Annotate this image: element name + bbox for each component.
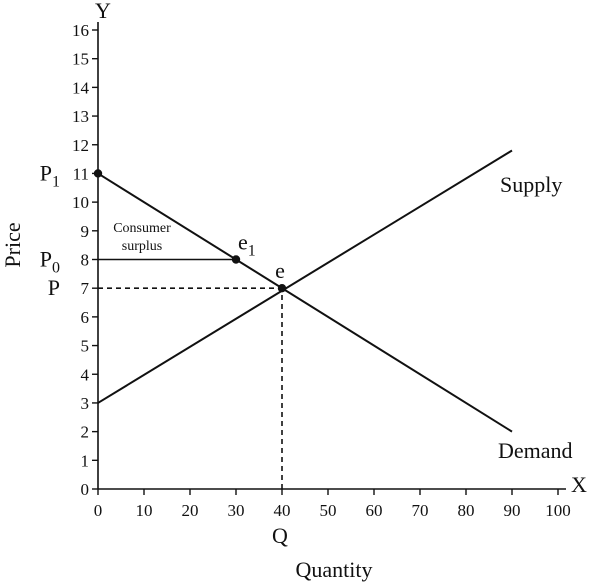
y-tick-label-13: 13: [72, 107, 89, 126]
y-tick-label-15: 15: [72, 50, 89, 69]
x-tick-label-90: 90: [504, 501, 521, 520]
demand-label: Demand: [498, 438, 573, 463]
consumer-surplus-label-2: surplus: [122, 239, 162, 254]
y-tick-label-1: 1: [81, 451, 90, 470]
plot-lines: [93, 149, 513, 489]
demand-curve: [97, 172, 513, 433]
price-label-p0: P0: [40, 247, 60, 277]
x-tick-label-80: 80: [458, 501, 475, 520]
y-tick-label-4: 4: [81, 365, 90, 384]
x-tick-label-0: 0: [94, 501, 103, 520]
x-tick-label-20: 20: [182, 501, 199, 520]
y-tick-label-6: 6: [81, 308, 90, 327]
y-tick-label-11: 11: [73, 164, 89, 183]
x-tick-label-50: 50: [320, 501, 337, 520]
x-tick-label-10: 10: [136, 501, 153, 520]
consumer-surplus-label-1: Consumer: [113, 221, 171, 236]
point-e: [277, 283, 287, 293]
y-tick-label-0: 0: [81, 480, 90, 499]
point-label-e: e: [275, 258, 285, 283]
price-label-p1: P1: [40, 160, 60, 190]
y-tick-label-5: 5: [81, 337, 90, 356]
y-tick-label-10: 10: [72, 193, 89, 212]
x-tick-label-60: 60: [366, 501, 383, 520]
point-label-e1: e1: [238, 230, 256, 260]
labels: P0P Q Supply Demand P1 e1 e Consumer surplus: [40, 160, 573, 548]
y-axis-letter: Y: [95, 0, 111, 23]
y-axis-title: Price: [0, 222, 25, 267]
x-axis-letter: X: [571, 472, 587, 497]
y-tick-label-9: 9: [81, 222, 90, 241]
x-tick-label-70: 70: [412, 501, 429, 520]
point-p1: [93, 169, 103, 178]
price-label-p: P: [48, 275, 60, 300]
y-tick-label-3: 3: [81, 394, 90, 413]
quantity-label-q: Q: [272, 523, 288, 548]
x-tick-label-100: 100: [545, 501, 571, 520]
y-tick-label-12: 12: [72, 136, 89, 155]
x-tick-label-40: 40: [274, 501, 291, 520]
y-tick-label-8: 8: [81, 251, 90, 270]
point-e1: [231, 255, 241, 264]
supply-curve: [97, 149, 513, 404]
y-tick-label-14: 14: [72, 78, 90, 97]
x-tick-label-30: 30: [228, 501, 245, 520]
x-axis-title: Quantity: [296, 557, 373, 582]
y-tick-label-2: 2: [81, 423, 90, 442]
supply-label: Supply: [500, 172, 562, 197]
y-tick-label-16: 16: [72, 21, 89, 40]
y-tick-label-7: 7: [81, 279, 90, 298]
